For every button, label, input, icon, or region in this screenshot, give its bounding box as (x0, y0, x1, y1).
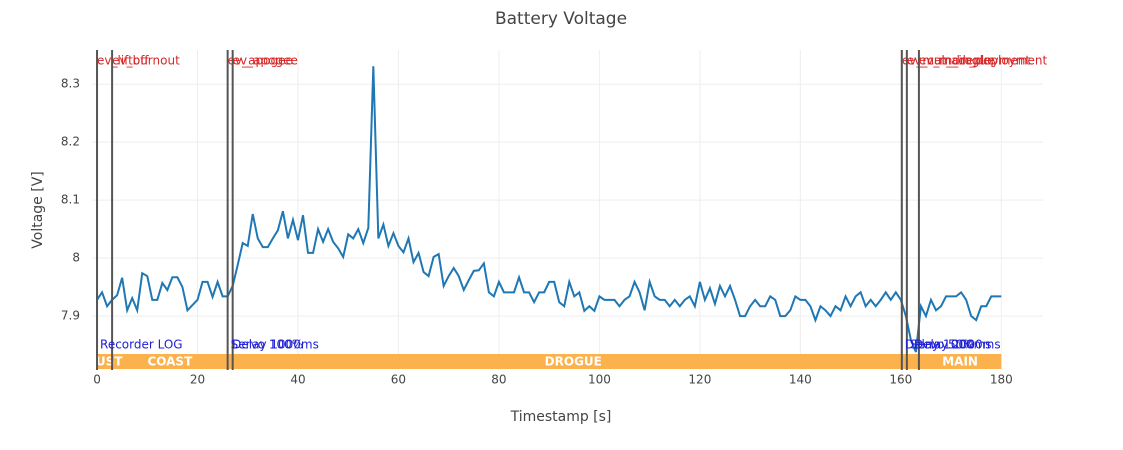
data-line (96, 66, 1002, 353)
event-label: ev_liftoff (97, 54, 149, 68)
annotation-label: Servo 50% (910, 338, 975, 352)
x-axis-title: Timestamp [s] (510, 409, 612, 425)
phase-label: RUST (87, 355, 124, 369)
annotation-label: Delay 2000ms (914, 338, 1001, 352)
event-label: ev_main_deployment (902, 54, 1031, 68)
phase-band (227, 354, 919, 369)
plot-area: 7.9 8 8.1 8.2 8.3 0 20 40 60 80 100 120 140 160 180 RUS… (61, 50, 1048, 387)
phase-band (97, 354, 113, 369)
y-tick-label: 8 (72, 251, 80, 265)
chart-title: Battery Voltage (495, 9, 627, 29)
y-tick-label: 8.1 (61, 193, 80, 207)
phase-label: COAST (147, 355, 193, 369)
x-tick-label: 160 (889, 373, 912, 387)
y-tick-label: 8.2 (61, 135, 80, 149)
x-tick-label: 0 (93, 373, 101, 387)
event-label: ev_apogee (233, 54, 298, 68)
event-label: ev_burnout (112, 54, 180, 68)
x-tick-label: 80 (491, 373, 506, 387)
annotation-label: Delay 1000ms (232, 338, 319, 352)
x-tick-label: 180 (990, 373, 1013, 387)
x-tick-label: 100 (588, 373, 611, 387)
phase-label: MAIN (942, 355, 978, 369)
event-label: ev_apogee (228, 54, 293, 68)
grid (92, 50, 1043, 370)
annotation-label: Delay 1000ms (905, 338, 992, 352)
phase-band (112, 354, 228, 369)
annotation-label: Recorder LOG (100, 338, 183, 352)
phase-label: DROGUE (545, 355, 602, 369)
event-label: ev_main_deployment (919, 54, 1048, 68)
x-tick-label: 140 (789, 373, 812, 387)
y-axis-title: Voltage [V] (30, 171, 46, 248)
x-tick-label: 40 (290, 373, 305, 387)
y-tick-label: 7.9 (61, 309, 80, 323)
phase-band (918, 354, 1002, 369)
x-tick-label: 60 (391, 373, 406, 387)
y-tick-label: 8.3 (61, 77, 80, 91)
x-tick-label: 120 (688, 373, 711, 387)
x-tick-label: 20 (190, 373, 205, 387)
event-label: ev_cut_drogue (907, 54, 995, 68)
annotation-label: Servo 100% (231, 338, 304, 352)
